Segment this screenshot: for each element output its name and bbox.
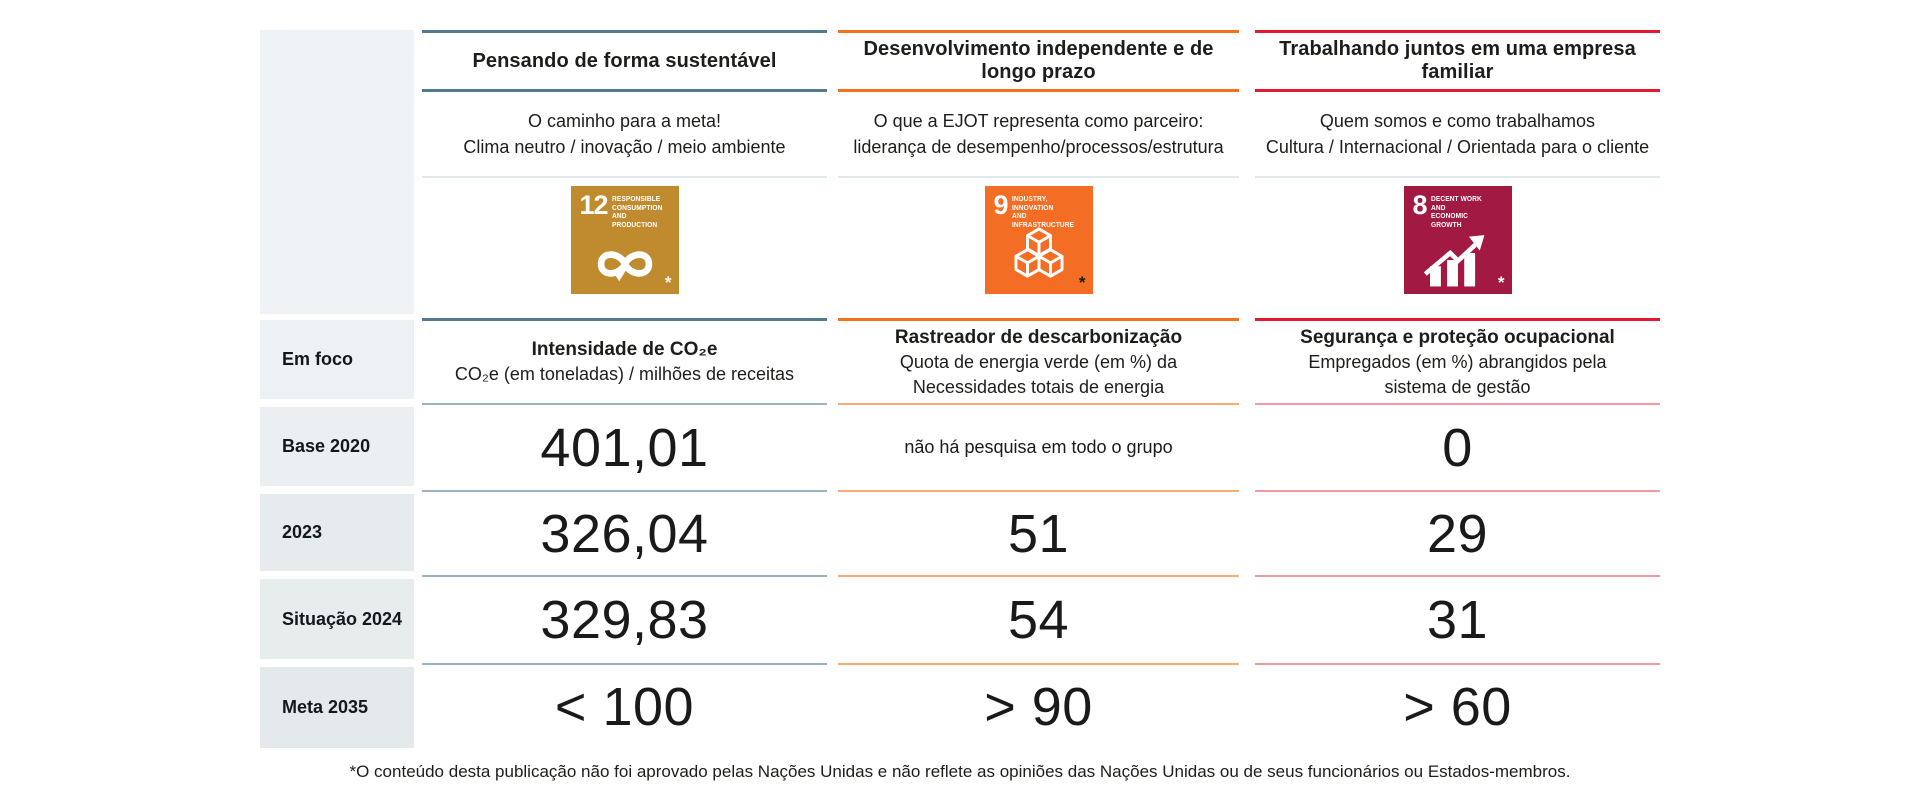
focus-cell: Rastreador de descarbonização Quota de e… [838,318,1239,403]
value-meta-2035: > 90 [838,663,1239,748]
row-label-situacao-2024: Situação 2024 [260,579,414,659]
column-independent-development: Desenvolvimento independente e de longo … [838,30,1239,748]
focus-cell: Segurança e proteção ocupacional Emprega… [1255,318,1660,403]
value-situacao-2024: 54 [838,575,1239,663]
three-cubes-icon [985,226,1093,288]
infinity-loop-icon [571,240,679,288]
row-label-2023: 2023 [260,494,414,571]
sdg-goal-label: INDUSTRY, INNOVATION AND INFRASTRUCTURE [1011,194,1074,229]
focus-title: Intensidade de CO₂e [531,339,718,360]
column-title: Trabalhando juntos em uma empresa famili… [1255,30,1660,92]
value-meta-2035: > 60 [1255,663,1660,748]
column-subtitle: O que a EJOT representa como parceiro: l… [838,92,1239,178]
focus-description: Quota de energia verde (em %) da Necessi… [899,351,1178,397]
column-family-business: Trabalhando juntos em uma empresa famili… [1255,30,1660,748]
row-label-em-foco: Em foco [260,320,414,399]
sdg-icon-cell: 8 DECENT WORK AND ECONOMIC GROWTH * [1255,178,1660,318]
row-label-text: Situação 2024 [282,608,403,629]
value-base-2020: 401,01 [422,403,827,490]
sdg-8-badge: 8 DECENT WORK AND ECONOMIC GROWTH * [1403,186,1512,294]
column-title: Pensando de forma sustentável [422,30,827,92]
row-label-text: 2023 [282,522,323,542]
column-sustainable-thinking: Pensando de forma sustentável O caminho … [422,30,827,748]
sdg-icon-cell: 9 INDUSTRY, INNOVATION AND INFRASTRUCTUR… [838,178,1239,318]
sdg-number: 12 [579,190,609,220]
sdg-goal-label: RESPONSIBLE CONSUMPTION AND PRODUCTION [611,194,663,229]
sdg-goal-label: DECENT WORK AND ECONOMIC GROWTH [1430,194,1482,229]
growth-chart-arrow-icon [1404,232,1512,288]
column-title: Desenvolvimento independente e de longo … [838,30,1239,92]
sdg-number: 8 [1412,190,1428,220]
sdg-9-badge: 9 INDUSTRY, INNOVATION AND INFRASTRUCTUR… [984,186,1093,294]
row-label-text: Em foco [282,349,354,369]
value-2023: 29 [1255,490,1660,575]
row-label-meta-2035: Meta 2035 [260,667,414,748]
asterisk-mark: * [1078,273,1086,292]
value-meta-2035: < 100 [422,663,827,748]
focus-title: Segurança e proteção ocupacional [1300,326,1615,348]
value-base-2020: 0 [1255,403,1660,490]
sidebar-header-block [260,30,414,314]
row-label-text: Meta 2035 [282,697,369,717]
row-label-base-2020: Base 2020 [260,407,414,486]
focus-description: Empregados (em %) abrangidos pela sistem… [1308,351,1607,397]
column-subtitle: Quem somos e como trabalhamos Cultura / … [1255,92,1660,178]
sdg-icon-cell: 12 RESPONSIBLE CONSUMPTION AND PRODUCTIO… [422,178,827,318]
value-base-2020: não há pesquisa em todo o grupo [838,403,1239,490]
row-label-text: Base 2020 [282,436,371,456]
sdg-badge-header: 8 DECENT WORK AND ECONOMIC GROWTH [1404,186,1512,229]
row-header-sidebar: Em foco Base 2020 2023 Situação 2024 Met… [260,30,414,748]
value-situacao-2024: 31 [1255,575,1660,663]
un-disclaimer-note: *O conteúdo desta publicação não foi apr… [349,762,1571,781]
value-2023: 51 [838,490,1239,575]
value-2023: 326,04 [422,490,827,575]
column-subtitle: O caminho para a meta! Clima neutro / in… [422,92,827,178]
sdg-number: 9 [993,190,1009,220]
focus-title: Rastreador de descarbonização [894,326,1183,348]
focus-description: CO₂e (em toneladas) / milhões de receita… [454,364,795,384]
asterisk-mark: * [1497,273,1505,292]
sdg-12-badge: 12 RESPONSIBLE CONSUMPTION AND PRODUCTIO… [570,186,679,294]
sdg-badge-header: 12 RESPONSIBLE CONSUMPTION AND PRODUCTIO… [571,186,679,229]
asterisk-mark: * [664,273,672,292]
focus-cell: Intensidade de CO₂e CO₂e (em toneladas) … [422,318,827,403]
value-situacao-2024: 329,83 [422,575,827,663]
sdg-badge-header: 9 INDUSTRY, INNOVATION AND INFRASTRUCTUR… [985,186,1093,229]
